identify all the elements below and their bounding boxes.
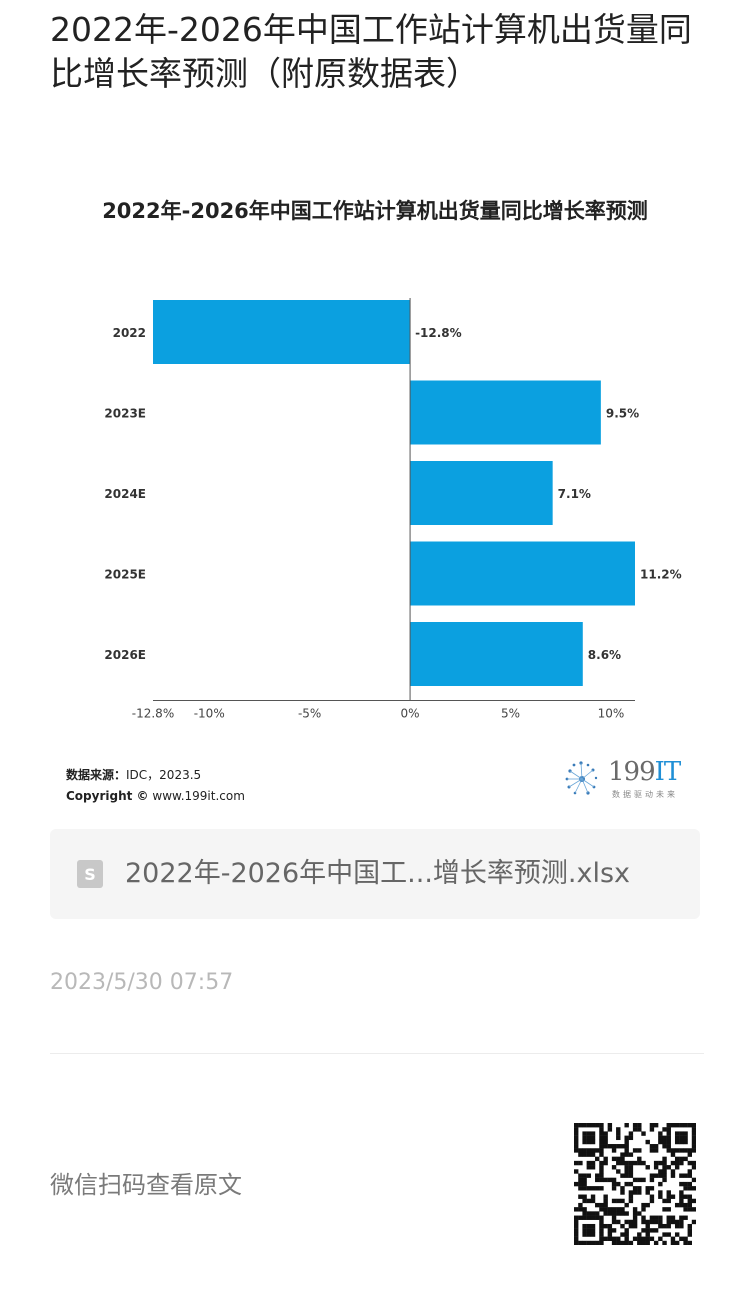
x-tick-label: -10% bbox=[194, 707, 225, 721]
chart-title: 2022年-2026年中国工作站计算机出货量同比增长率预测 bbox=[102, 199, 648, 223]
bar-chart: 2022年-2026年中国工作站计算机出货量同比增长率预测 2022 -12.8%… bbox=[102, 199, 682, 721]
bar-2024e bbox=[410, 461, 553, 525]
x-tick-label: -12.8% bbox=[132, 707, 174, 721]
category-label: 2025E bbox=[104, 568, 146, 582]
scan-to-view-text: 微信扫码查看原文 bbox=[50, 1171, 242, 1199]
file-icon-letter: S bbox=[84, 865, 96, 884]
x-tick-label: 5% bbox=[501, 707, 520, 721]
value-label: -12.8% bbox=[415, 326, 462, 340]
brand-name: 199IT bbox=[608, 757, 682, 787]
category-label: 2022 bbox=[113, 326, 146, 340]
value-label: 11.2% bbox=[640, 568, 682, 582]
copyright-label: Copyright © bbox=[66, 789, 149, 803]
bar-2023e bbox=[410, 380, 601, 445]
bar-2026e bbox=[410, 622, 583, 686]
bar-2025e bbox=[410, 541, 635, 606]
qr-code-icon[interactable] bbox=[574, 1123, 696, 1245]
category-label: 2023E bbox=[104, 407, 146, 421]
category-label: 2024E bbox=[104, 487, 146, 501]
copyright-value: www.199it.com bbox=[152, 789, 245, 803]
chart-image: 2022年-2026年中国工作站计算机出货量同比增长率预测 2022 -12.8%… bbox=[50, 180, 700, 820]
category-label: 2026E bbox=[104, 648, 146, 662]
x-tick-label: -5% bbox=[298, 707, 321, 721]
spreadsheet-file-icon: S bbox=[77, 860, 103, 888]
attachment-file-name[interactable]: 2022年-2026年中国工...增长率预测.xlsx bbox=[125, 858, 631, 889]
x-tick-label: 10% bbox=[598, 707, 625, 721]
source-value: IDC，2023.5 bbox=[126, 768, 202, 782]
brand-prefix: 199 bbox=[608, 757, 656, 787]
brand-logo: 199IT 数据驱动未来 bbox=[560, 757, 700, 805]
post-timestamp: 2023/5/30 07:57 bbox=[50, 970, 234, 995]
article-title: 2022年-2026年中国工作站计算机出货量同比增长率预测（附原数据表） bbox=[50, 10, 692, 93]
brand-suffix: IT bbox=[654, 757, 682, 787]
brand-tagline: 数据驱动未来 bbox=[612, 790, 678, 799]
value-label: 8.6% bbox=[588, 648, 621, 662]
attachment-card[interactable]: S 2022年-2026年中国工...增长率预测.xlsx bbox=[50, 829, 700, 919]
divider bbox=[50, 1053, 704, 1054]
x-tick-label: 0% bbox=[401, 707, 420, 721]
source-label: 数据来源： bbox=[66, 768, 127, 782]
value-label: 7.1% bbox=[558, 487, 591, 501]
dandelion-logo-icon bbox=[565, 761, 598, 795]
bar-2022 bbox=[153, 300, 411, 364]
chart-source: 数据来源：IDC，2023.5 Copyright © www.199it.co… bbox=[66, 765, 245, 807]
value-label: 9.5% bbox=[606, 407, 639, 421]
